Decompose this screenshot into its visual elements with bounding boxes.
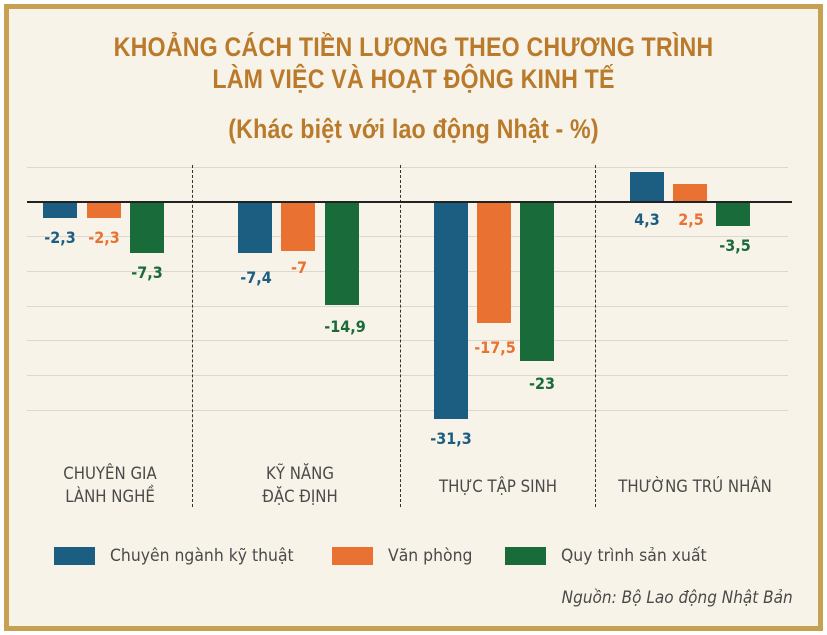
value-label: -7,4 (240, 268, 272, 287)
group-separator (400, 165, 401, 507)
bar-ky-nang-van-phong (281, 202, 315, 251)
value-label: -14,9 (324, 317, 366, 336)
bar-thuc-tap-sinh-ky-thuat (434, 202, 468, 419)
chart-frame (4, 4, 823, 631)
bar-chuyen-gia-ky-thuat (43, 202, 77, 218)
value-label: 2,5 (678, 210, 704, 229)
bar-ky-nang-ky-thuat (238, 202, 272, 253)
value-label: -2,3 (88, 228, 120, 247)
bar-thuong-tru-ky-thuat (630, 172, 664, 202)
legend-swatch-van-phong (332, 547, 373, 565)
value-label: -7 (290, 258, 308, 277)
gridline (27, 306, 788, 307)
value-label: -17,5 (474, 338, 516, 357)
value-label: -3,5 (719, 236, 751, 255)
gridline (27, 167, 788, 168)
bar-chuyen-gia-van-phong (87, 202, 121, 218)
chart-title-line1: KHOẢNG CÁCH TIỀN LƯƠNG THEO CHƯƠNG TRÌNH (113, 32, 714, 62)
zero-axis-line (27, 201, 792, 203)
legend-label-san-xuat: Quy trình sản xuất (561, 546, 707, 566)
value-label: 4,3 (634, 210, 660, 229)
category-label-thuc-tap-sinh: THỰC TẬP SINH (439, 477, 557, 497)
bar-thuong-tru-san-xuat (716, 202, 750, 226)
value-label: -7,3 (131, 263, 163, 282)
group-separator (192, 165, 193, 507)
category-label-chuyen-gia: CHUYÊN GIA LÀNH NGHỀ (48, 463, 171, 509)
legend-swatch-san-xuat (505, 547, 546, 565)
gridline (27, 271, 788, 272)
chart-title-line2: LÀM VIỆC VÀ HOẠT ĐỘNG KINH TẾ (212, 64, 615, 94)
chart-subtitle: (Khác biệt với lao động Nhật - %) (228, 114, 599, 144)
gridline (27, 375, 788, 376)
legend-swatch-ky-thuat (54, 547, 95, 565)
category-line: LÀNH NGHỀ (65, 487, 155, 507)
category-label-thuong-tru: THƯỜNG TRÚ NHÂN (618, 477, 772, 497)
legend-label-ky-thuat: Chuyên ngành kỹ thuật (110, 546, 294, 566)
category-line: ĐẶC ĐỊNH (262, 487, 338, 507)
bar-chuyen-gia-san-xuat (130, 202, 164, 253)
legend-label-van-phong: Văn phòng (388, 546, 473, 566)
category-line: CHUYÊN GIA (63, 464, 157, 484)
bar-thuc-tap-sinh-san-xuat (520, 202, 554, 361)
source-note: Nguồn: Bộ Lao động Nhật Bản (561, 588, 793, 608)
category-label-ky-nang: KỸ NĂNG ĐẶC ĐỊNH (238, 463, 361, 509)
value-label: -31,3 (430, 429, 472, 448)
category-line: KỸ NĂNG (266, 464, 334, 484)
gridline (27, 340, 788, 341)
bar-thuc-tap-sinh-van-phong (477, 202, 511, 323)
gridline (27, 410, 788, 411)
bar-ky-nang-san-xuat (325, 202, 359, 305)
group-separator (595, 165, 596, 507)
bar-thuong-tru-van-phong (673, 184, 707, 202)
value-label: -2,3 (44, 228, 76, 247)
gridline (27, 236, 788, 237)
value-label: -23 (528, 374, 556, 393)
